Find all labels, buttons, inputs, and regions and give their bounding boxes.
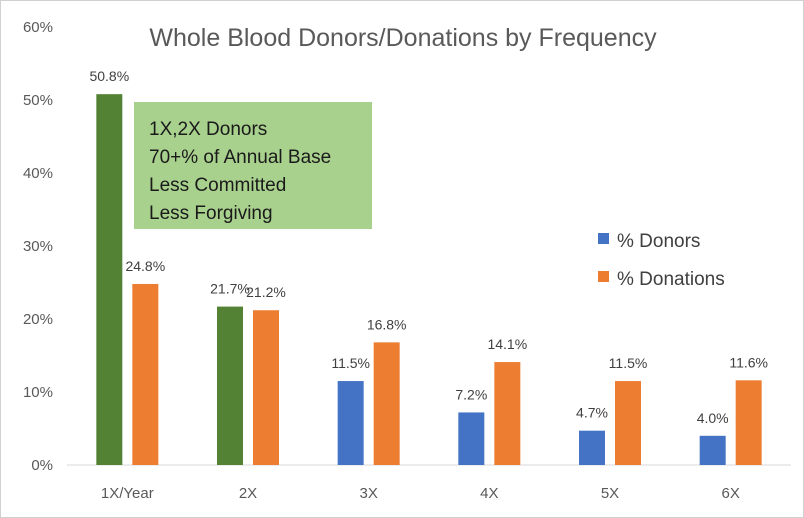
bar-donations [253, 310, 279, 465]
annotation-line-4: Less Forgiving [149, 203, 273, 224]
data-label-donors: 11.5% [331, 355, 370, 371]
y-tick-label: 40% [23, 165, 53, 182]
x-tick-label: 1X/Year [101, 485, 154, 502]
data-label-donations: 11.5% [609, 355, 648, 371]
bar-donations [615, 381, 641, 465]
data-label-donors: 7.2% [455, 386, 487, 402]
legend-swatch-donors [598, 233, 609, 244]
data-label-donations: 16.8% [367, 316, 407, 332]
legend-swatch-donations [598, 271, 609, 282]
x-axis: 1X/Year 2X 3X 4X 5X 6X [101, 485, 740, 502]
annotation-line-1: 1X,2X Donors [149, 119, 267, 140]
data-label-donations: 11.6% [729, 354, 768, 370]
data-label-donations: 24.8% [125, 258, 165, 274]
x-tick-label: 2X [239, 485, 257, 502]
data-label-donors: 50.8% [89, 68, 129, 84]
annotation-line-3: Less Committed [149, 175, 286, 196]
bar-donors [699, 435, 726, 465]
bar-donors [96, 94, 123, 465]
bar-donations [494, 362, 521, 465]
y-tick-label: 0% [31, 457, 53, 474]
bar-donors [579, 430, 605, 465]
chart-title: Whole Blood Donors/Donations by Frequenc… [149, 24, 657, 52]
data-label-donors: 4.0% [697, 410, 729, 426]
bars: 50.8% 24.8% 21.7%21.2% 11.5% 16.8% 7.2% 14.1% 4… [89, 68, 768, 465]
bar-donors [217, 306, 243, 465]
x-tick-label: 3X [359, 485, 377, 502]
bar-donors [458, 412, 485, 465]
annotation-line-2: 70+% of Annual Base [149, 147, 331, 168]
y-tick-label: 20% [23, 311, 53, 328]
y-tick-label: 60% [23, 19, 53, 36]
annotation-box: 1X,2X Donors 70+% of Annual Base Less Co… [134, 102, 372, 229]
y-tick-label: 10% [23, 384, 53, 401]
bar-donations [373, 342, 400, 465]
x-tick-label: 4X [480, 485, 498, 502]
y-axis: 0% 10% 20% 30% 40% 50% 60% [23, 19, 53, 474]
legend: % Donors % Donations [598, 231, 725, 290]
x-tick-label: 6X [721, 485, 739, 502]
legend-label-donations: % Donations [617, 269, 725, 290]
x-tick-label: 5X [601, 485, 619, 502]
data-label-donors: 4.7% [576, 405, 608, 421]
annotation-background [134, 102, 372, 229]
bar-donations [132, 283, 159, 465]
y-tick-label: 50% [23, 92, 53, 109]
y-tick-label: 30% [23, 238, 53, 255]
legend-label-donors: % Donors [617, 231, 700, 252]
bar-donations [735, 380, 762, 465]
data-label-donations: 14.1% [487, 336, 527, 352]
data-label-donations: 21.2% [246, 284, 286, 300]
bar-donors [337, 381, 364, 465]
data-label-donors: 21.7% [210, 281, 250, 297]
